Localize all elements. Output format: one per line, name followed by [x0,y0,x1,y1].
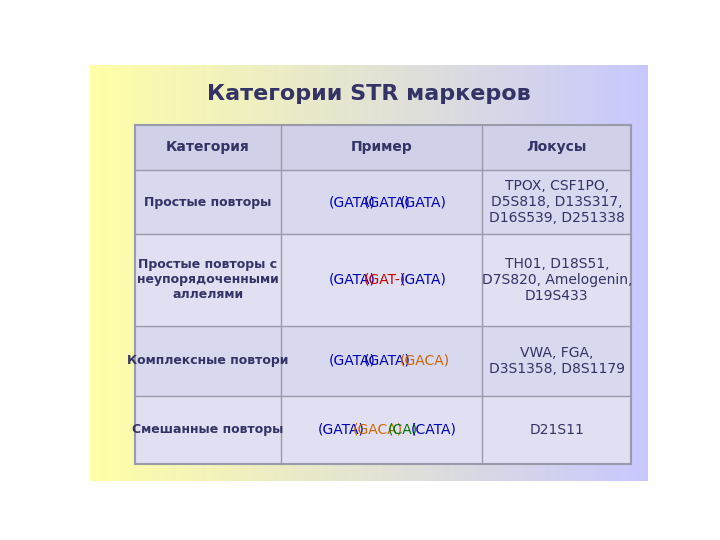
Text: TH01, D18S51,
D7S820, Amelogenin,
D19S433: TH01, D18S51, D7S820, Amelogenin, D19S43… [482,256,632,303]
Bar [135,125,631,170]
Text: Категория: Категория [166,140,250,154]
Text: Простые повторы с
неупорядоченными
аллелями: Простые повторы с неупорядоченными аллел… [137,259,279,301]
Text: Комплексные повтори: Комплексные повтори [127,354,289,367]
Bar [135,326,631,396]
Text: Пример: Пример [351,140,413,154]
Text: (GATA): (GATA) [329,273,376,287]
Text: D21S11: D21S11 [529,423,584,437]
Text: Локусы: Локусы [526,140,587,154]
Bar [135,396,631,464]
Text: (GACA): (GACA) [352,423,402,437]
Text: (GATA): (GATA) [329,354,376,368]
Text: (GATA): (GATA) [318,423,364,437]
Text: (CATA): (CATA) [411,423,457,437]
Text: TPOX, CSF1PO,
D5S818, D13S317,
D16S539, D251338: TPOX, CSF1PO, D5S818, D13S317, D16S539, … [489,179,625,225]
Text: (GATA): (GATA) [329,195,376,209]
Text: Категории STR маркеров: Категории STR маркеров [207,84,531,104]
Text: Простые повторы: Простые повторы [144,195,271,208]
Text: (GATA): (GATA) [364,354,411,368]
Text: (GACA): (GACA) [400,354,449,368]
Text: (GATA): (GATA) [364,195,411,209]
Text: VWA, FGA,
D3S1358, D8S1179: VWA, FGA, D3S1358, D8S1179 [489,346,625,376]
Text: (CA): (CA) [387,423,418,437]
Text: (GAT-): (GAT-) [364,273,406,287]
Bar [135,234,631,326]
Text: (GATA): (GATA) [400,273,446,287]
Text: (GATA): (GATA) [400,195,446,209]
Bar [135,170,631,234]
Text: Смешанные повторы: Смешанные повторы [132,423,284,436]
